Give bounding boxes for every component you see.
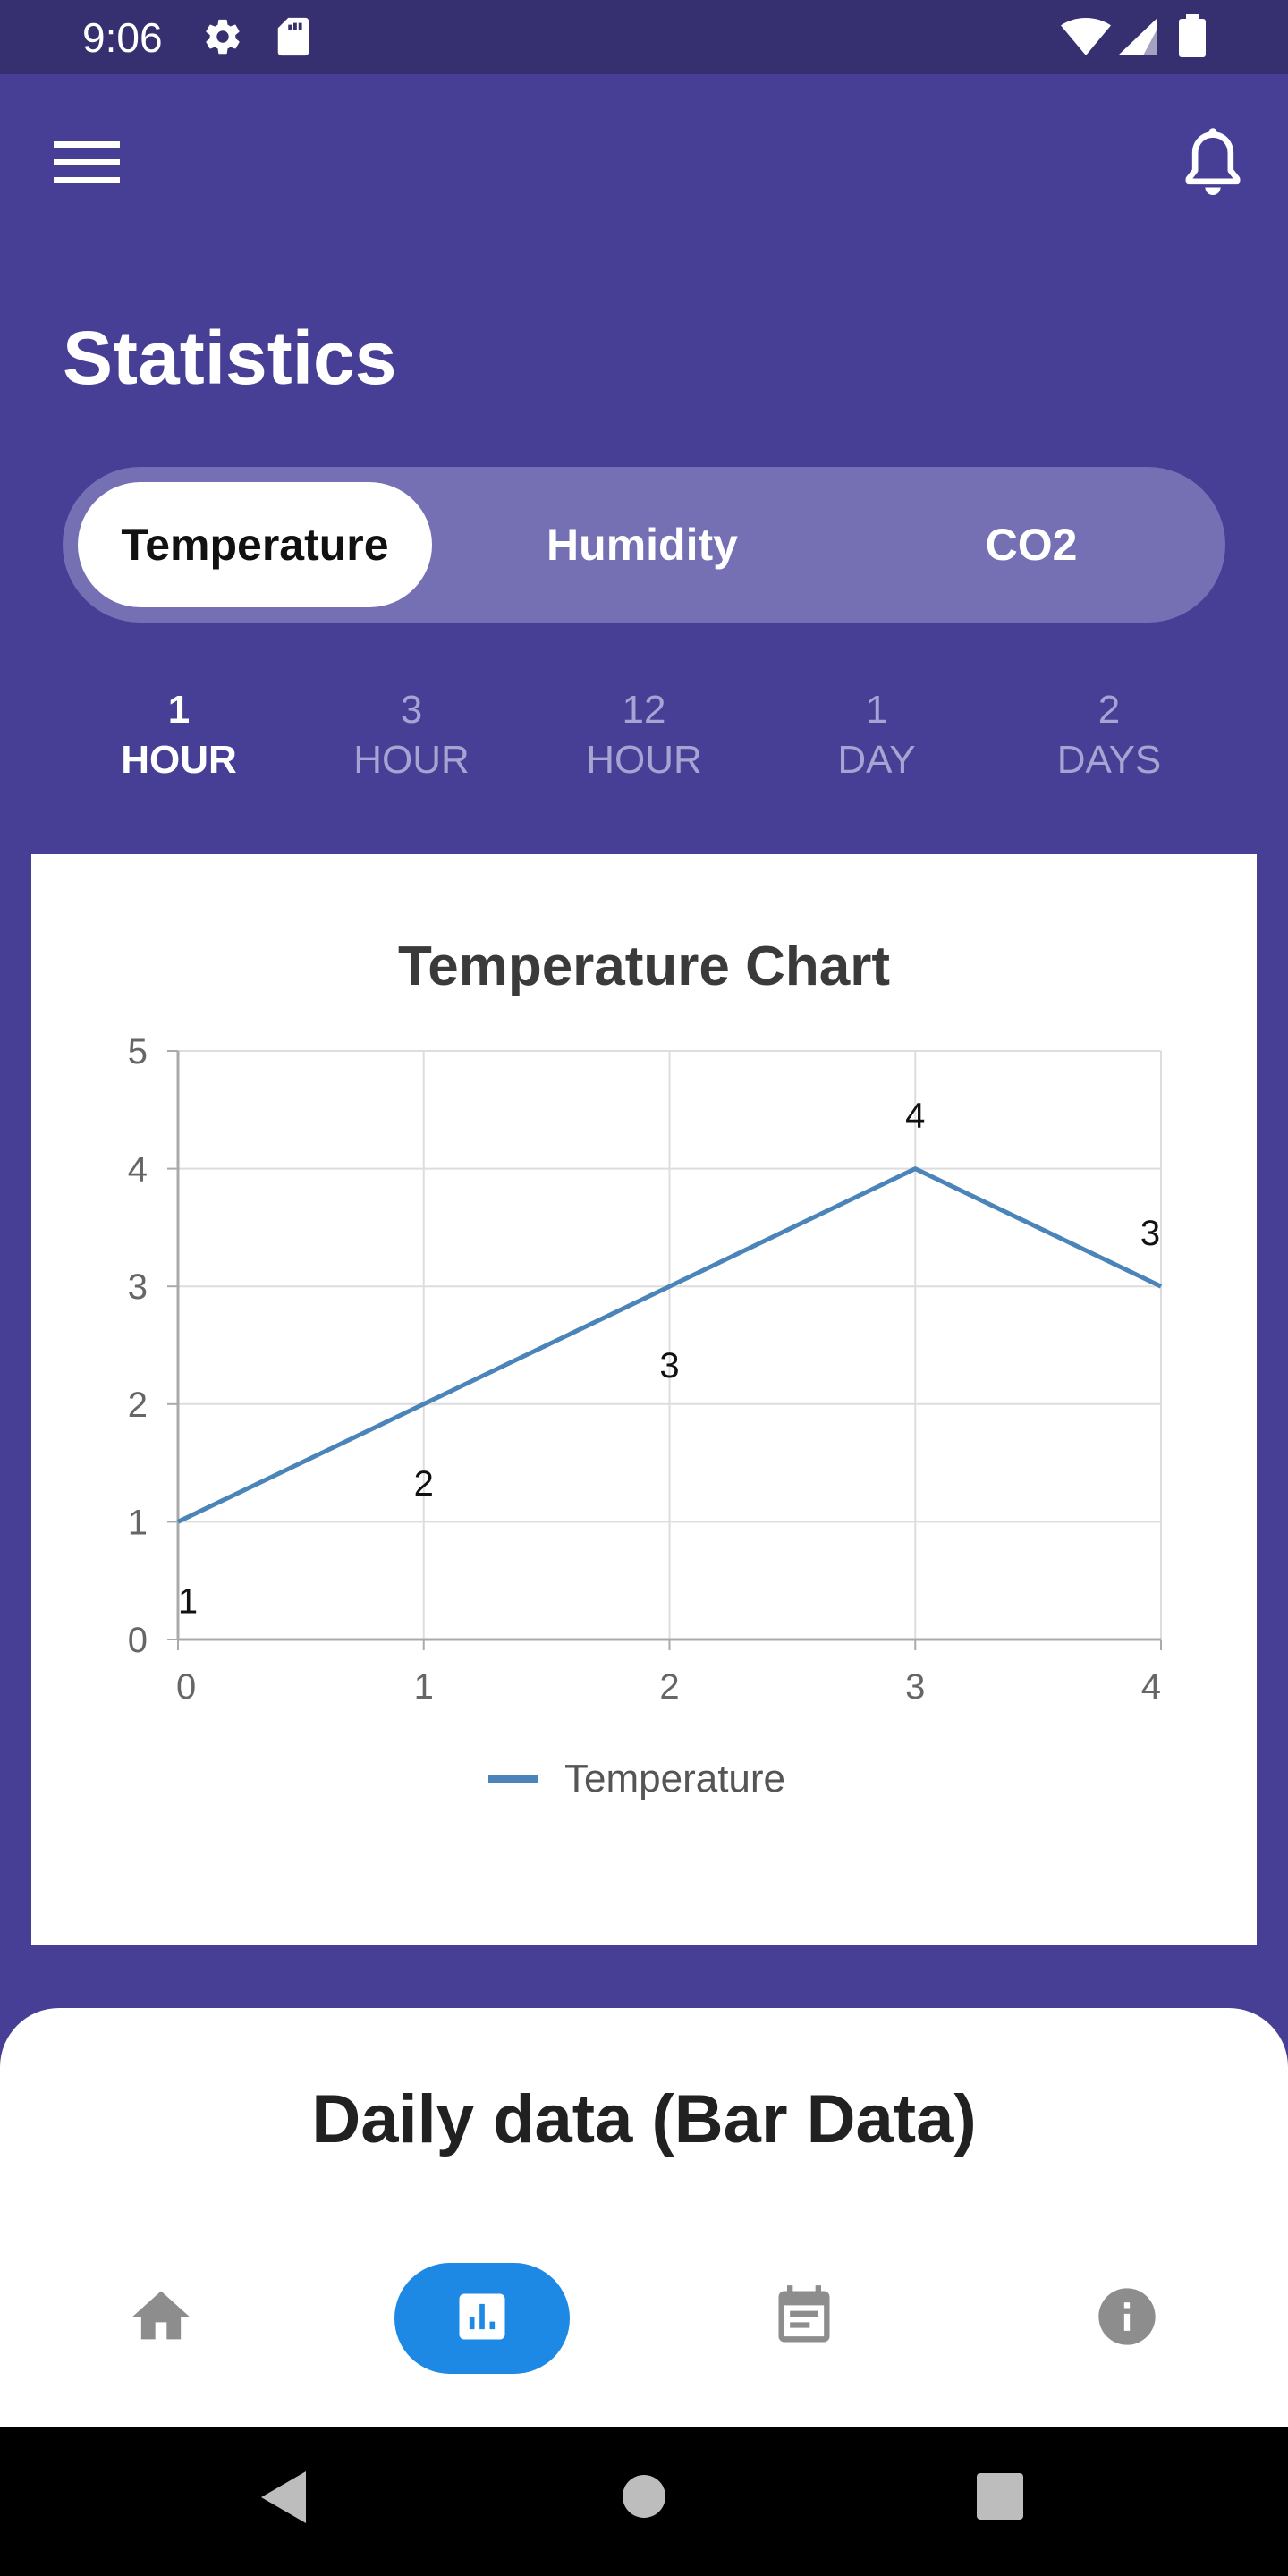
tab-humidity[interactable]: Humidity (547, 520, 738, 570)
x-tick-label: 1 (414, 1667, 434, 1707)
y-tick-label: 5 (128, 1032, 148, 1072)
tab-temperature[interactable]: Temperature (78, 482, 432, 607)
range-unit: DAYS (1056, 738, 1162, 782)
system-nav-bar (0, 2427, 1288, 2576)
back-icon[interactable] (258, 2470, 308, 2529)
tab-co2[interactable]: CO2 (985, 520, 1078, 570)
data-label: 1 (178, 1581, 198, 1621)
chart-series (176, 1166, 1163, 1524)
sd-card-icon (275, 16, 311, 62)
y-tick-label: 3 (128, 1267, 148, 1307)
page-title: Statistics (63, 316, 397, 400)
signal-icon (1118, 18, 1157, 60)
chart-grid (178, 1050, 1162, 1640)
sheet-title: Daily data (Bar Data) (311, 2081, 977, 2157)
bar-chart-icon (452, 2286, 513, 2351)
legend-label: Temperature (564, 1757, 785, 1801)
range-value: 1 (167, 688, 191, 732)
range-2-days[interactable]: 2 DAYS (1020, 685, 1199, 785)
nav-calendar[interactable] (716, 2263, 892, 2374)
status-bar: 9:06 (0, 0, 1288, 74)
home-icon (127, 2283, 195, 2355)
range-value: 2 (1097, 688, 1121, 732)
chart-legend[interactable]: Temperature (488, 1757, 785, 1801)
range-value: 1 (865, 688, 888, 732)
range-value: 12 (622, 688, 666, 732)
nav-info[interactable] (1039, 2263, 1215, 2374)
range-value: 3 (400, 688, 423, 732)
wifi-icon (1061, 18, 1111, 60)
chart-title: Temperature Chart (398, 936, 890, 997)
x-tick-label: 2 (659, 1667, 679, 1707)
data-labels: 1 2 3 4 3 (178, 1097, 1160, 1622)
bottom-sheet: Daily data (Bar Data) (0, 2008, 1288, 2428)
x-axis-ticks: 0 1 2 3 4 (176, 1640, 1162, 1707)
range-unit: HOUR (121, 738, 237, 782)
range-12-hour[interactable]: 12 HOUR (555, 685, 733, 785)
nav-home[interactable] (73, 2263, 249, 2374)
data-label: 3 (1140, 1214, 1160, 1253)
y-axis-ticks: 0 1 2 3 4 5 (128, 1032, 178, 1660)
home-circle-icon[interactable] (621, 2473, 667, 2524)
range-1-hour[interactable]: 1 HOUR (89, 685, 268, 785)
bell-icon[interactable] (1177, 125, 1249, 202)
legend-swatch (488, 1775, 538, 1783)
nav-statistics[interactable] (394, 2263, 570, 2374)
metric-tabs: Temperature Humidity CO2 (63, 467, 1225, 623)
data-label: 3 (659, 1346, 679, 1385)
range-3-hour[interactable]: 3 HOUR (322, 685, 501, 785)
data-label: 2 (414, 1464, 434, 1504)
recents-icon[interactable] (977, 2473, 1023, 2524)
calendar-icon (770, 2283, 838, 2355)
data-label: 4 (905, 1097, 925, 1136)
info-icon (1093, 2283, 1161, 2355)
y-tick-label: 1 (128, 1503, 148, 1542)
hamburger-menu-icon[interactable] (52, 136, 123, 190)
range-1-day[interactable]: 1 DAY (787, 685, 966, 785)
range-unit: HOUR (353, 738, 470, 782)
gear-icon (202, 16, 243, 62)
x-tick-label: 3 (905, 1667, 925, 1707)
range-unit: HOUR (586, 738, 702, 782)
y-tick-label: 0 (128, 1621, 148, 1660)
x-tick-label: 0 (176, 1667, 196, 1707)
status-time: 9:06 (82, 14, 163, 61)
x-tick-label: 4 (1141, 1667, 1161, 1707)
y-tick-label: 2 (128, 1385, 148, 1425)
range-unit: DAY (837, 738, 916, 782)
battery-icon (1179, 14, 1206, 62)
y-tick-label: 4 (128, 1150, 148, 1190)
